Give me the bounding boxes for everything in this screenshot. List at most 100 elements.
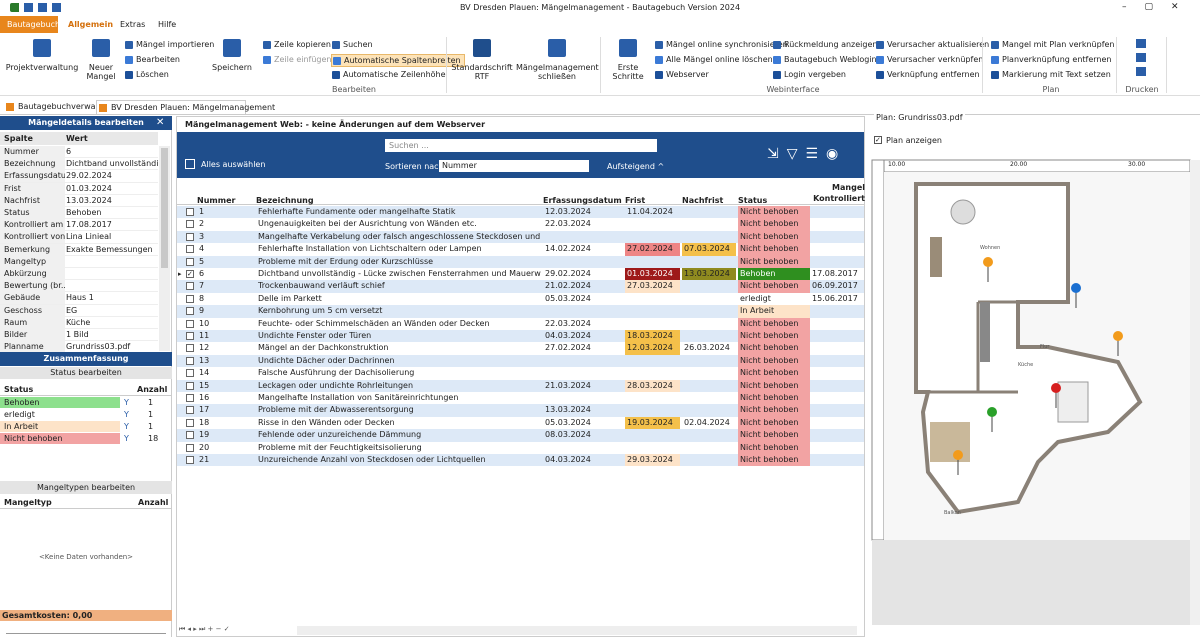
- table-cell[interactable]: Risse in den Wänden oder Decken: [258, 417, 395, 427]
- table-cell[interactable]: 28.03.2024: [625, 379, 680, 392]
- table-cell[interactable]: [682, 318, 736, 330]
- table-cell[interactable]: Mangelhafte Installation von Sanitäreinr…: [258, 393, 459, 402]
- table-cell[interactable]: Leckagen oder undichte Rohrleitungen: [258, 380, 414, 390]
- table-cell[interactable]: [543, 355, 623, 367]
- table-cell[interactable]: 20: [199, 442, 210, 452]
- table-cell[interactable]: 19: [199, 430, 210, 440]
- table-cell[interactable]: Nicht behoben: [738, 230, 810, 244]
- table-cell[interactable]: [810, 305, 862, 317]
- ribbon-button[interactable]: Neuer Mangel: [86, 37, 116, 87]
- checkbox[interactable]: [186, 208, 194, 216]
- checkbox[interactable]: [186, 220, 194, 229]
- table-cell[interactable]: 27.03.2024: [625, 280, 680, 293]
- checkbox[interactable]: [186, 381, 194, 390]
- ribbon-button[interactable]: Standardschrift RTF: [450, 37, 514, 87]
- table-cell[interactable]: [810, 256, 862, 268]
- column-header[interactable]: Erfassungsdatum: [543, 196, 622, 205]
- ribbon-button[interactable]: Mangel mit Plan verknüpfen: [990, 39, 1115, 52]
- plan-pins[interactable]: [953, 257, 1123, 475]
- table-cell[interactable]: Nicht behoben: [738, 206, 810, 219]
- table-cell[interactable]: [810, 218, 862, 230]
- table-cell[interactable]: Nicht behoben: [738, 392, 810, 405]
- table-cell[interactable]: Unzureichende Anzahl von Steckdosen oder…: [258, 455, 486, 464]
- ribbon-button[interactable]: Verknüpfung entfernen: [875, 69, 980, 82]
- table-cell[interactable]: Falsche Ausführung der Dachisolierung: [258, 368, 415, 378]
- table-cell[interactable]: 12.03.2024: [545, 207, 591, 216]
- table-cell[interactable]: 17.08.2017: [812, 269, 858, 278]
- table-cell[interactable]: 4: [199, 244, 205, 254]
- table-cell[interactable]: [810, 318, 862, 330]
- ribbon-button[interactable]: Verursacher aktualisieren: [875, 39, 989, 52]
- table-cell[interactable]: Nicht behoben: [738, 429, 810, 442]
- menu-tab[interactable]: Allgemein: [68, 20, 114, 29]
- table-cell[interactable]: Ungenauigkeiten bei der Ausrichtung von …: [258, 219, 477, 229]
- checkbox[interactable]: ✓: [186, 270, 194, 278]
- table-cell[interactable]: 13.03.2024: [682, 268, 736, 281]
- ribbon-button[interactable]: Automatische Zeilenhöhe: [331, 69, 446, 82]
- table-cell[interactable]: Nicht behoben: [738, 354, 810, 368]
- table-cell[interactable]: Undichte Dächer oder Dachrinnen: [258, 355, 395, 365]
- ribbon-button[interactable]: Mängelmanagement schließen: [516, 37, 599, 87]
- table-cell[interactable]: [682, 206, 736, 218]
- table-cell[interactable]: 21.02.2024: [545, 281, 591, 291]
- table-cell[interactable]: [543, 442, 623, 454]
- ribbon-button[interactable]: Löschen: [124, 69, 169, 82]
- table-cell[interactable]: [625, 392, 680, 404]
- table-cell[interactable]: [625, 404, 680, 416]
- ribbon-button[interactable]: Mängel importieren: [124, 39, 214, 52]
- table-cell[interactable]: 14: [199, 368, 210, 378]
- table-cell[interactable]: [682, 367, 736, 379]
- table-cell[interactable]: Mangelhafte Verkabelung oder falsch ange…: [258, 231, 541, 241]
- menu-tab[interactable]: Bautagebuch: [0, 16, 60, 33]
- qa-icons[interactable]: [10, 3, 70, 12]
- table-cell[interactable]: [625, 318, 680, 330]
- table-cell[interactable]: [543, 305, 623, 317]
- table-cell[interactable]: 8: [199, 293, 205, 303]
- table-cell[interactable]: [810, 243, 862, 255]
- ribbon-button[interactable]: Alle Mängel online löschen: [654, 54, 773, 67]
- table-cell[interactable]: 19.03.2024: [625, 416, 680, 430]
- column-header[interactable]: Bezeichnung: [256, 196, 314, 205]
- table-cell[interactable]: 16: [199, 393, 210, 402]
- table-cell[interactable]: Nicht behoben: [738, 330, 810, 343]
- checkbox[interactable]: [186, 443, 194, 452]
- table-cell[interactable]: 06.09.2017: [812, 281, 858, 291]
- table-cell[interactable]: Nicht behoben: [738, 243, 810, 256]
- ribbon-button[interactable]: Suchen: [331, 39, 373, 52]
- table-cell[interactable]: Fehlerhafte Installation von Lichtschalt…: [258, 244, 482, 254]
- ribbon-button[interactable]: Planverknüpfung entfernen: [990, 54, 1111, 67]
- table-cell[interactable]: Nicht behoben: [738, 367, 810, 380]
- table-cell[interactable]: 04.03.2024: [545, 455, 591, 464]
- ribbon-button[interactable]: Webserver: [654, 69, 709, 82]
- search-box[interactable]: Suchen ...: [385, 139, 657, 152]
- table-cell[interactable]: 27.02.2024: [625, 243, 680, 256]
- table-cell[interactable]: 1: [199, 207, 205, 216]
- column-header[interactable]: Status: [738, 196, 768, 205]
- checkbox[interactable]: [186, 232, 194, 241]
- table-cell[interactable]: 12: [199, 343, 210, 353]
- ribbon-button[interactable]: Rückmeldung anzeigen: [772, 39, 877, 52]
- table-cell[interactable]: 04.03.2024: [545, 331, 591, 340]
- filter-icon[interactable]: Y: [124, 422, 129, 431]
- table-cell[interactable]: 05.03.2024: [545, 417, 591, 427]
- ribbon-button[interactable]: Bearbeiten: [124, 54, 180, 67]
- table-cell[interactable]: [810, 392, 862, 404]
- table-cell[interactable]: [625, 429, 680, 441]
- column-header[interactable]: Nummer: [197, 196, 236, 205]
- table-cell[interactable]: 22.03.2024: [545, 318, 591, 328]
- table-cell[interactable]: [682, 218, 736, 230]
- table-cell[interactable]: Trockenbauwand verläuft schief: [258, 281, 385, 291]
- table-cell[interactable]: [682, 256, 736, 268]
- table-cell[interactable]: [625, 442, 680, 454]
- table-cell[interactable]: [810, 206, 862, 218]
- table-cell[interactable]: [625, 305, 680, 317]
- table-cell[interactable]: 26.03.2024: [684, 343, 730, 353]
- checkbox[interactable]: [186, 319, 194, 328]
- table-cell[interactable]: 9: [199, 306, 205, 316]
- table-cell[interactable]: 15: [199, 380, 210, 390]
- table-cell[interactable]: [682, 280, 736, 292]
- filter-icon[interactable]: Y: [124, 398, 129, 407]
- table-cell[interactable]: Fehlende oder unzureichende Dämmung: [258, 430, 422, 440]
- checkbox[interactable]: [186, 394, 194, 402]
- table-cell[interactable]: Nicht behoben: [738, 441, 810, 454]
